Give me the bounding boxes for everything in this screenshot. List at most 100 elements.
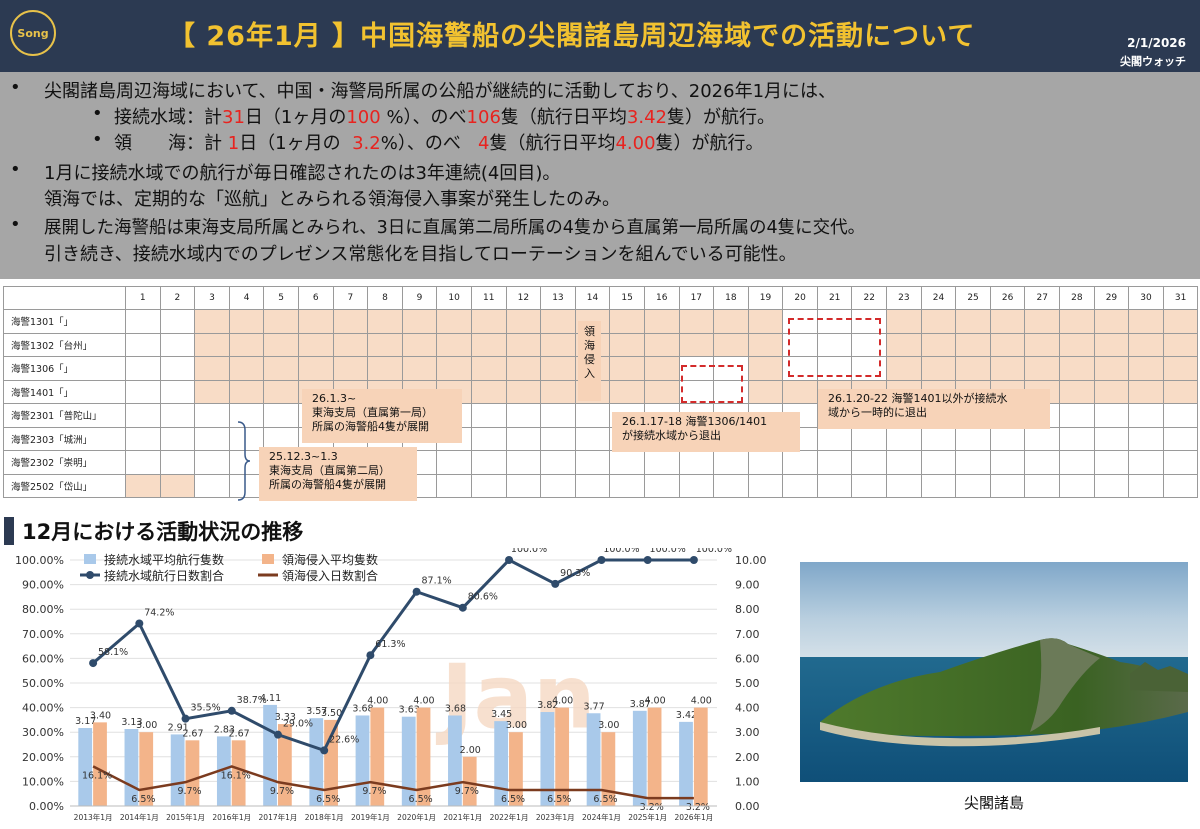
day-cell [782, 450, 818, 475]
x-tick: 2023年1月 [536, 812, 575, 822]
trend-chart: 0.00% 10.00% 20.00% 30.00% 40.00% 50.00% 60.00… [15, 548, 766, 822]
annotation-deploy-second: 25.12.3~1.3 東海支局（直属第二局） 所属の海警船4隻が展開 [259, 447, 417, 501]
day-cell [989, 473, 1026, 498]
bar [601, 732, 616, 806]
day-cell [747, 309, 784, 334]
day-cell [436, 356, 472, 381]
day-cell [401, 309, 438, 334]
day-cell [1059, 332, 1095, 357]
day-cell [470, 309, 507, 334]
day-cell [1128, 450, 1164, 475]
ship-row: 海警2303「城洲」 [3, 426, 1199, 451]
day-cell [228, 332, 265, 357]
day-cell [470, 473, 507, 498]
line-label: 6.5% [409, 794, 433, 805]
bar [170, 734, 185, 806]
section-marker [4, 517, 14, 545]
x-tick: 2021年1月 [443, 812, 482, 822]
header-date: 2/1/2026 [1127, 36, 1186, 50]
day-header: 16 [643, 286, 680, 310]
day-cell [1162, 403, 1199, 428]
day-cell [125, 332, 161, 357]
y-tick-left: 20.00% [22, 751, 64, 764]
ship-name: 海警1306「」 [3, 356, 126, 381]
legend-label: 領海侵入平均隻数 [282, 552, 378, 567]
bar [647, 707, 662, 806]
day-cell [1059, 309, 1095, 334]
day-header: 24 [920, 286, 957, 310]
day-cell [920, 473, 957, 498]
day-cell [678, 450, 715, 475]
day-cell [1162, 473, 1199, 498]
day-cell [609, 473, 645, 498]
chart-section-title: 12月における活動状況の推移 [22, 520, 304, 544]
day-cell [505, 356, 542, 381]
line-point [597, 556, 606, 564]
day-cell [609, 356, 645, 381]
legend-swatch [262, 554, 274, 564]
x-tick: 2018年1月 [305, 812, 344, 822]
day-cell [1059, 379, 1095, 404]
day-header: 17 [678, 286, 715, 310]
day-cell [159, 332, 196, 357]
day-cell [1128, 403, 1164, 428]
day-cell [436, 332, 472, 357]
bullet: • [10, 214, 21, 235]
line-point [689, 556, 698, 564]
line-label: 6.5% [131, 794, 155, 805]
bar-label: 3.45 [491, 709, 512, 720]
bar-label: 3.63 [399, 705, 420, 716]
day-cell [886, 450, 922, 475]
y-tick-right: 9.00 [735, 579, 760, 592]
day-cell [713, 332, 749, 357]
line-label: 9.7% [362, 786, 386, 797]
bar-label: 3.82 [537, 700, 558, 711]
day-cell [816, 473, 853, 498]
series-line [92, 558, 694, 753]
day-cell [1128, 379, 1164, 404]
ship-name: 海警2303「城洲」 [3, 426, 126, 451]
day-cell [505, 332, 542, 357]
day-cell [816, 426, 853, 451]
day-cell [1093, 473, 1130, 498]
day-cell [436, 450, 472, 475]
line-label: 100.0% [696, 548, 732, 555]
day-cell [955, 426, 991, 451]
bar [555, 707, 570, 806]
y-tick-left: 70.00% [22, 628, 64, 641]
day-cell [886, 332, 922, 357]
legend-marker [86, 571, 94, 579]
bar-label: 4.00 [644, 696, 665, 707]
day-cell [886, 356, 922, 381]
day-cell [470, 426, 507, 451]
day-cell [920, 450, 957, 475]
day-cell [470, 379, 507, 404]
line-label: 16.1% [221, 770, 251, 781]
day-header: 11 [470, 286, 507, 310]
day-cell [851, 309, 888, 334]
day-cell [194, 473, 230, 498]
y-tick-left: 60.00% [22, 652, 64, 665]
day-cell [678, 473, 715, 498]
x-tick: 2026年1月 [674, 812, 713, 822]
day-cell [920, 309, 957, 334]
x-tick: 2025年1月 [628, 812, 667, 822]
line-label: 29.0% [283, 719, 313, 730]
summary-line-3b: 引き続き、接続水域内でのプレゼンス常態化を目指してローテーションを組んでいる可能… [44, 244, 797, 265]
day-header: 14 [574, 286, 611, 310]
day-cell [643, 473, 680, 498]
day-cell [367, 356, 403, 381]
day-cell [782, 379, 818, 404]
day-cell [1093, 379, 1130, 404]
day-header: 19 [747, 286, 784, 310]
day-header: 18 [713, 286, 749, 310]
day-cell [505, 426, 542, 451]
bar [78, 728, 93, 806]
day-cell [228, 379, 265, 404]
y-tick-right: 8.00 [735, 603, 760, 616]
line-label: 3.2% [686, 802, 710, 813]
bar [309, 718, 324, 806]
line-label: 6.5% [547, 794, 571, 805]
day-cell [194, 379, 230, 404]
day-cell [367, 309, 403, 334]
